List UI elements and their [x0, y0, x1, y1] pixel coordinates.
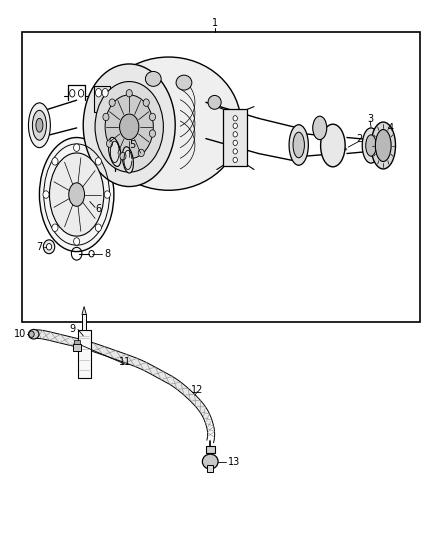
Ellipse shape — [95, 88, 102, 97]
Text: 5: 5 — [129, 140, 135, 150]
Ellipse shape — [74, 238, 80, 245]
Ellipse shape — [109, 138, 121, 166]
Ellipse shape — [104, 191, 110, 198]
Ellipse shape — [106, 140, 113, 147]
Text: 3: 3 — [367, 115, 373, 124]
Ellipse shape — [95, 82, 163, 172]
Text: 13: 13 — [228, 457, 240, 466]
Ellipse shape — [126, 90, 132, 97]
Polygon shape — [82, 306, 86, 314]
Ellipse shape — [52, 158, 58, 165]
Ellipse shape — [95, 224, 101, 231]
Ellipse shape — [105, 95, 153, 159]
Text: 7: 7 — [36, 242, 42, 252]
Ellipse shape — [29, 331, 34, 337]
Ellipse shape — [95, 158, 101, 165]
Ellipse shape — [149, 130, 155, 138]
Ellipse shape — [289, 125, 308, 165]
Ellipse shape — [233, 140, 237, 146]
Ellipse shape — [202, 454, 218, 469]
Bar — [82, 314, 86, 330]
Ellipse shape — [233, 132, 237, 137]
Ellipse shape — [46, 244, 52, 250]
Text: 11: 11 — [119, 358, 131, 367]
Ellipse shape — [208, 95, 221, 109]
Ellipse shape — [83, 64, 175, 187]
Bar — [206, 446, 215, 453]
Ellipse shape — [69, 183, 85, 206]
Bar — [22, 32, 420, 322]
Text: 9: 9 — [70, 325, 76, 334]
Ellipse shape — [36, 118, 43, 132]
Ellipse shape — [293, 132, 304, 158]
Ellipse shape — [74, 144, 80, 151]
Ellipse shape — [122, 147, 134, 173]
Ellipse shape — [70, 90, 75, 97]
Ellipse shape — [43, 191, 49, 198]
Ellipse shape — [233, 123, 237, 128]
Ellipse shape — [120, 152, 126, 160]
Ellipse shape — [145, 71, 161, 86]
Text: 10: 10 — [14, 329, 26, 339]
Ellipse shape — [149, 113, 155, 120]
Ellipse shape — [102, 88, 108, 97]
Ellipse shape — [28, 329, 39, 339]
Bar — [94, 86, 110, 112]
Ellipse shape — [120, 114, 139, 140]
Ellipse shape — [375, 130, 391, 161]
Ellipse shape — [233, 149, 237, 154]
Bar — [78, 330, 91, 378]
Text: 12: 12 — [191, 385, 203, 395]
Bar — [74, 340, 80, 344]
Ellipse shape — [28, 103, 50, 148]
Ellipse shape — [39, 138, 114, 252]
Text: 8: 8 — [104, 249, 110, 259]
Bar — [223, 109, 247, 166]
Ellipse shape — [103, 113, 109, 120]
Ellipse shape — [366, 135, 376, 156]
Ellipse shape — [138, 149, 144, 157]
Ellipse shape — [313, 116, 327, 140]
Ellipse shape — [96, 57, 241, 190]
Ellipse shape — [176, 75, 192, 90]
Ellipse shape — [233, 157, 237, 163]
Ellipse shape — [43, 240, 55, 254]
Bar — [207, 465, 213, 472]
Ellipse shape — [321, 124, 345, 167]
Ellipse shape — [32, 110, 46, 140]
Text: 6: 6 — [95, 204, 102, 214]
Bar — [73, 344, 81, 351]
Ellipse shape — [49, 153, 104, 236]
Text: 1: 1 — [212, 19, 218, 28]
Ellipse shape — [362, 128, 380, 163]
Text: 4: 4 — [388, 123, 394, 133]
Ellipse shape — [371, 122, 396, 169]
Ellipse shape — [233, 116, 237, 121]
Ellipse shape — [78, 90, 84, 97]
Ellipse shape — [52, 224, 58, 231]
Text: 2: 2 — [356, 134, 362, 143]
Ellipse shape — [143, 99, 149, 107]
Ellipse shape — [109, 99, 115, 107]
